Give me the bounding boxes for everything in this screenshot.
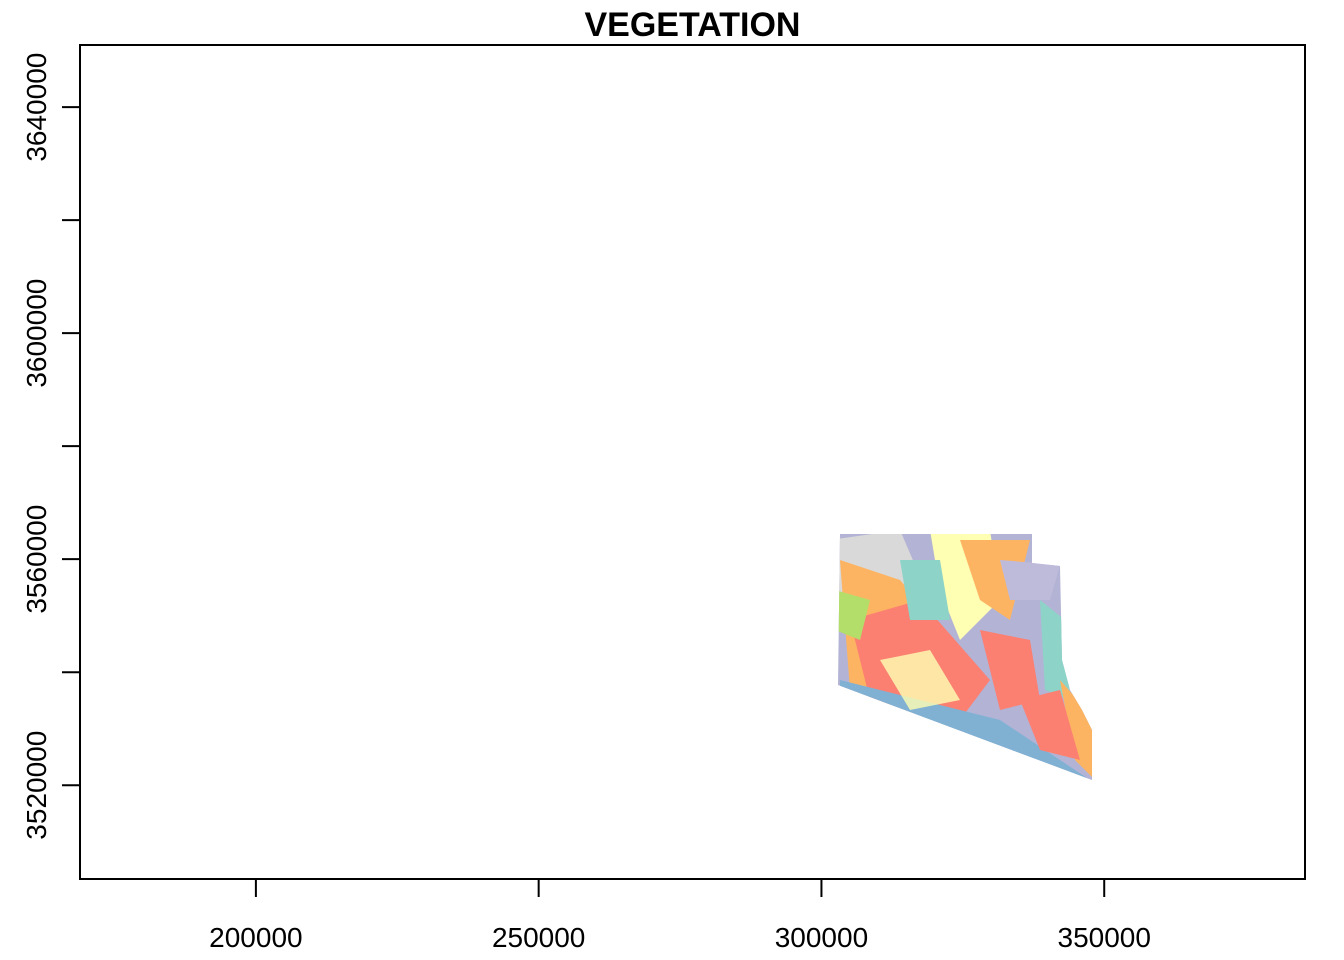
chart-title: VEGETATION [585, 6, 801, 44]
y-tick-label: 3520000 [21, 731, 52, 840]
x-tick-label: 200000 [209, 922, 302, 953]
x-tick-label: 300000 [775, 922, 868, 953]
plot-frame [79, 44, 1306, 880]
vegetation-raster [838, 534, 1092, 780]
x-tick-label: 350000 [1058, 922, 1151, 953]
y-tick-label: 3640000 [21, 53, 52, 162]
x-tick-label: 250000 [492, 922, 585, 953]
y-tick-label: 3600000 [21, 279, 52, 388]
y-tick-label: 3560000 [21, 505, 52, 614]
